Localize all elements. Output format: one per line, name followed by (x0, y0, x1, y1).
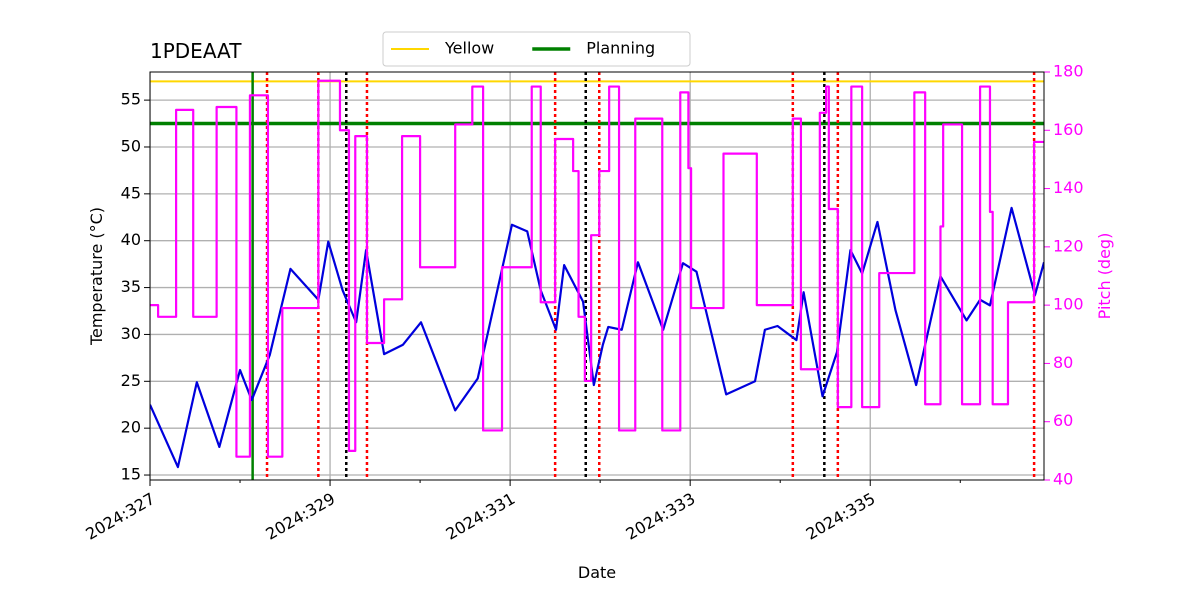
y2-tick-label: 180 (1053, 62, 1084, 81)
y-tick-label: 45 (121, 183, 141, 202)
chart-title: 1PDEAAT (150, 39, 242, 63)
y-tick-label: 30 (121, 324, 141, 343)
y2-tick-label: 80 (1053, 353, 1073, 372)
y2-tick-label: 100 (1053, 295, 1084, 314)
y-axis-label: Temperature (°C) (87, 207, 106, 346)
y2-tick-label: 140 (1053, 178, 1084, 197)
y-tick-label: 40 (121, 230, 141, 249)
x-tick-label: 2024:335 (803, 489, 879, 544)
x-tick-label: 2024:331 (442, 489, 518, 544)
data-line (150, 206, 1044, 469)
plot-frame (149, 71, 1045, 481)
y-tick-label: 35 (121, 277, 141, 296)
y-tick-label: 25 (121, 371, 141, 390)
y2-tick-label: 40 (1053, 470, 1073, 489)
x-tick-label: 2024:329 (262, 489, 338, 544)
x-tick-label: 2024:333 (623, 489, 699, 544)
x-tick-label: 2024:327 (82, 489, 158, 544)
y2-tick-label: 60 (1053, 411, 1073, 430)
y-tick-label: 15 (121, 465, 141, 484)
x-axis-label: Date (578, 563, 616, 582)
y2-axis-label: Pitch (deg) (1095, 233, 1114, 320)
y-tick-label: 50 (121, 136, 141, 155)
y2-tick-label: 160 (1053, 120, 1084, 139)
data-line (150, 79, 1044, 458)
y2-tick-label: 120 (1053, 236, 1084, 255)
plot-area (150, 72, 1044, 480)
legend-label: Planning (586, 39, 655, 58)
y-tick-label: 55 (121, 90, 141, 109)
y-tick-label: 20 (121, 418, 141, 437)
legend-label: Yellow (444, 39, 494, 58)
